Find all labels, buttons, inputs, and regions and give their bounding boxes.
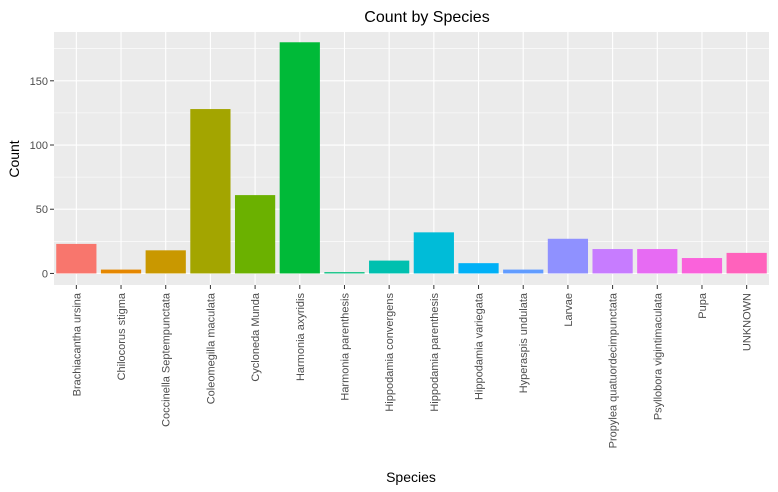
y-tick-label: 100 [30, 140, 48, 152]
bar [234, 195, 276, 274]
chart-title: Count by Species [364, 9, 489, 26]
x-tick-label: Propylea quatuordecimpunctata [608, 292, 620, 448]
bar [503, 269, 544, 274]
x-tick-label: Harmonia axyridis [295, 293, 307, 382]
x-axis-title: Species [386, 469, 436, 485]
x-tick-label: Hyperaspis undulata [518, 292, 530, 393]
x-tick-label: Coccinella Septempunctata [161, 292, 173, 427]
y-tick-label: 150 [30, 76, 48, 88]
y-tick-label: 0 [42, 268, 48, 280]
bar [100, 269, 142, 274]
x-tick-label: UNKNOWN [742, 293, 754, 351]
y-axis: 0 50 100 150 [30, 76, 54, 280]
bars [56, 42, 767, 274]
x-tick-label: Coleomegilla maculata [205, 292, 217, 404]
bar [369, 260, 410, 274]
x-tick-label: Chilocorus stigma [116, 292, 128, 380]
y-tick-label: 50 [36, 204, 48, 216]
bar [458, 263, 499, 274]
bar [145, 250, 186, 274]
plot-panel [54, 32, 769, 285]
x-tick-label: Hippodamia convergens [384, 293, 396, 412]
bar [190, 109, 231, 274]
x-tick-label: Hippodamia variegata [474, 292, 486, 400]
x-tick-label: Psyllobora vigintimaculata [652, 292, 664, 420]
x-tick-label: Brachiacantha ursina [71, 292, 83, 396]
x-tick-label: Hippodamia parenthesis [429, 293, 441, 412]
bar [547, 238, 589, 274]
x-axis: Brachiacantha ursina Chilocorus stigma Coc… [71, 285, 754, 448]
bar [592, 249, 633, 274]
x-tick-label: Cycloneda Munda [250, 292, 262, 382]
bar [279, 42, 320, 274]
x-tick-label: Harmonia parenthesis [339, 293, 351, 401]
bar [637, 249, 678, 274]
bar [726, 252, 767, 274]
bar [681, 258, 723, 274]
x-tick-label: Larvae [563, 293, 575, 327]
x-tick-label: Pupa [697, 292, 709, 319]
bar [324, 272, 365, 274]
bar [413, 232, 454, 274]
bar [56, 243, 97, 274]
y-axis-title: Count [6, 140, 22, 177]
